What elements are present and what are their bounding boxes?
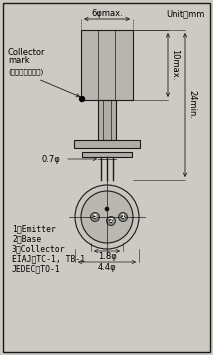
- Circle shape: [94, 215, 96, 218]
- Text: 6φmax.: 6φmax.: [91, 9, 123, 18]
- Circle shape: [109, 219, 112, 223]
- Text: 2：Base: 2：Base: [12, 234, 41, 243]
- Bar: [82, 152, 132, 157]
- Text: JEDEC：TO-1: JEDEC：TO-1: [12, 264, 61, 273]
- Circle shape: [91, 213, 99, 222]
- Text: 24min.: 24min.: [187, 91, 196, 120]
- Text: 3：Collector: 3：Collector: [12, 244, 66, 253]
- Circle shape: [81, 191, 133, 243]
- Text: Unit：mm: Unit：mm: [166, 9, 204, 18]
- Text: 10max.: 10max.: [170, 49, 179, 81]
- Text: 4.4φ: 4.4φ: [98, 263, 116, 272]
- Circle shape: [75, 185, 139, 249]
- Text: Collector: Collector: [8, 48, 46, 57]
- Bar: [74, 140, 140, 148]
- Bar: [98, 100, 116, 140]
- Bar: [81, 30, 133, 100]
- Circle shape: [105, 207, 109, 211]
- Text: 0.7φ: 0.7φ: [41, 154, 60, 164]
- Text: 1: 1: [120, 214, 125, 219]
- Text: mark: mark: [8, 56, 30, 65]
- Text: EIAJ：TC-1, TB-1: EIAJ：TC-1, TB-1: [12, 254, 85, 263]
- Text: 2: 2: [108, 218, 113, 223]
- Text: 3: 3: [92, 214, 97, 219]
- Circle shape: [118, 213, 128, 222]
- Circle shape: [106, 217, 115, 225]
- Text: 1：Emitter: 1：Emitter: [12, 224, 56, 233]
- Circle shape: [79, 97, 85, 102]
- Text: (コレクタ側表示): (コレクタ側表示): [8, 69, 43, 75]
- Text: 1.8φ: 1.8φ: [98, 252, 116, 261]
- Circle shape: [121, 215, 125, 218]
